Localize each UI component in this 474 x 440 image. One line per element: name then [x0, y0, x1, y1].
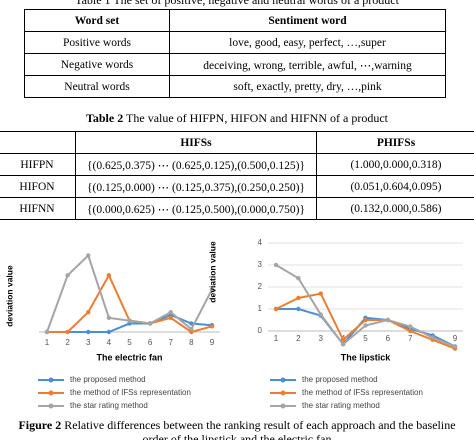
point: [209, 287, 215, 292]
cell: deceiving, wrong, terrible, awful, ⋯,war…: [169, 53, 446, 76]
legend-marker: [280, 377, 286, 383]
table2: HIFSs PHIFSs HIFPN {(0.625,0.375) ⋯ (0.62…: [0, 131, 474, 220]
y-axis-label: deviation value: [207, 241, 217, 303]
cell: HIFPN: [0, 153, 76, 176]
point: [273, 262, 279, 268]
legend-marker: [48, 377, 54, 383]
x-tick-label: 5: [363, 334, 368, 343]
legend-marker: [280, 390, 286, 396]
x-tick-label: 5: [127, 338, 132, 347]
y-axis-label: deviation value: [4, 265, 14, 327]
header-cell: Word set: [24, 9, 170, 32]
point: [340, 337, 346, 342]
legend-marker: [280, 403, 286, 409]
point: [363, 317, 368, 323]
point: [106, 329, 112, 335]
x-tick-label: 3: [319, 334, 324, 343]
cell: HIFNN: [0, 197, 76, 220]
point: [86, 253, 91, 258]
table1-title: Table 1 The set of positive, negative an…: [75, 0, 399, 7]
point: [189, 321, 194, 326]
header-cell: PHIFSs: [316, 131, 474, 154]
point: [296, 295, 301, 301]
x-tick-label: 9: [210, 338, 215, 347]
table2-title: Table 2 The value of HIFPN, HIFON and HI…: [0, 111, 474, 126]
y-tick-label: 0: [258, 326, 263, 335]
legend-label: the proposed method: [70, 375, 146, 384]
legend-label: the method of IFSs representation: [70, 388, 191, 397]
point: [430, 335, 435, 340]
figure-caption: Figure 2 Relative differences between th…: [0, 418, 474, 440]
cell: soft, exactly, pretty, dry, …,pink: [169, 75, 446, 98]
point: [65, 273, 70, 278]
x-tick-label: 7: [408, 334, 413, 343]
cell: {(0.000,0.625) ⋯ (0.125,0.500),(0.000,0.…: [75, 197, 317, 220]
caption-text: Relative differences between the ranking…: [64, 418, 456, 440]
point: [408, 328, 413, 334]
legend-label: the star rating method: [70, 401, 148, 410]
point: [340, 342, 346, 347]
point: [296, 276, 301, 281]
x-tick-label: 6: [386, 334, 391, 343]
legend-label: the star rating method: [302, 401, 380, 410]
x-tick-label: 2: [296, 334, 301, 343]
point: [168, 309, 173, 315]
x-tick-label: 1: [45, 338, 50, 347]
point: [385, 317, 391, 323]
point: [296, 306, 301, 312]
cell: HIFON: [0, 175, 76, 198]
legend-label: the method of IFSs representation: [302, 388, 423, 397]
y-tick-label: 1: [258, 304, 263, 313]
table1: Word set Sentiment word Positive words lo…: [24, 9, 446, 98]
legend-marker: [48, 403, 54, 409]
table-label: Table 2: [85, 111, 124, 125]
point: [452, 344, 458, 349]
x-tick-label: 8: [189, 338, 194, 347]
point: [273, 306, 279, 312]
figure-label: Figure 2: [18, 418, 62, 432]
legend-label: the proposed method: [302, 375, 378, 384]
point: [65, 329, 70, 335]
chart-title: The electric fan: [96, 352, 162, 362]
point: [147, 321, 153, 326]
point: [318, 291, 323, 296]
y-tick-label: 4: [258, 238, 263, 247]
x-tick-label: 3: [86, 338, 91, 347]
point: [363, 323, 368, 328]
title-text: The value of HIFPN, HIFON and HIFNN of a…: [126, 111, 388, 125]
cell: Negative words: [24, 53, 170, 76]
x-tick-label: 9: [453, 334, 458, 343]
x-tick-label: 4: [107, 338, 112, 347]
point: [189, 326, 194, 332]
cell: Neutral words: [24, 75, 170, 98]
point: [408, 324, 413, 329]
chart-title: The lipstick: [341, 352, 392, 362]
point: [209, 324, 215, 329]
x-tick-label: 1: [274, 334, 279, 343]
y-tick-label: 3: [258, 260, 263, 269]
point: [127, 318, 132, 323]
point: [106, 315, 112, 321]
point: [168, 315, 173, 321]
cell: (0.132,0.000,0.586): [316, 197, 474, 220]
point: [86, 329, 91, 335]
point: [44, 329, 50, 335]
legend-marker: [48, 390, 54, 396]
cell: (0.051,0.604,0.095): [316, 175, 474, 198]
x-tick-label: 2: [65, 338, 70, 347]
x-tick-label: 6: [148, 338, 153, 347]
point: [86, 309, 91, 315]
y-tick-label: 2: [258, 282, 263, 291]
x-tick-label: 7: [169, 338, 174, 347]
point: [106, 273, 112, 278]
point: [318, 312, 323, 317]
